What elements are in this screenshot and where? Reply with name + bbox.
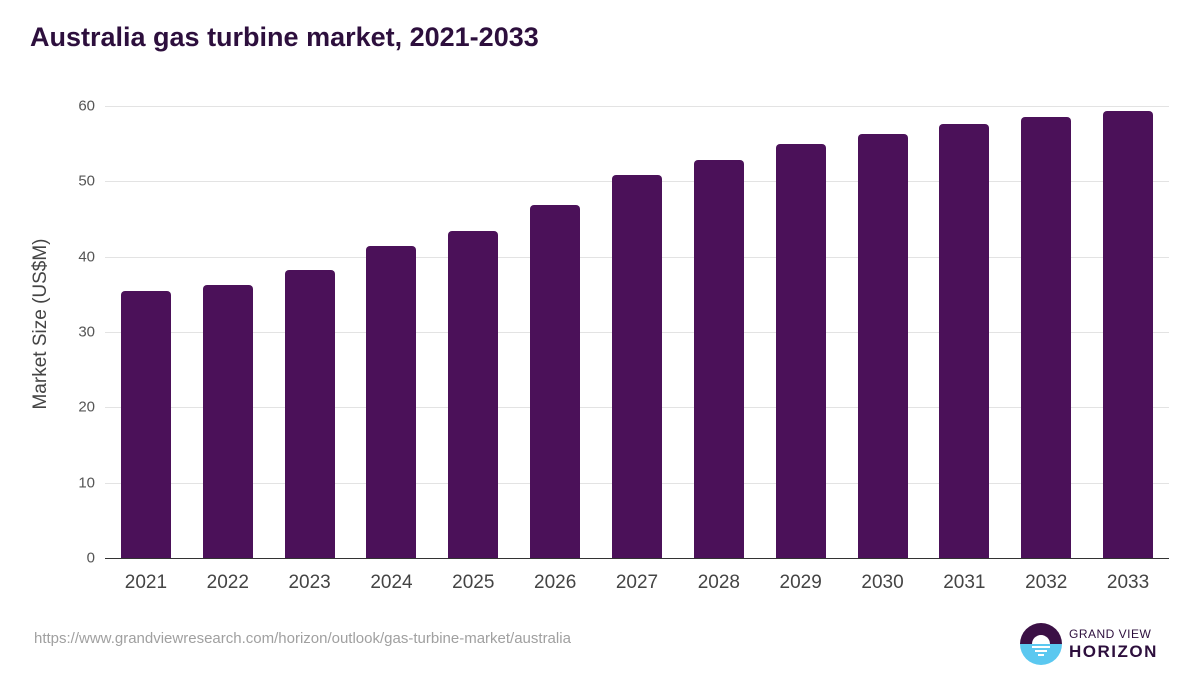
bar-2024[interactable] (366, 246, 417, 558)
x-tick-label: 2022 (206, 572, 249, 593)
x-tick-label: 2021 (124, 572, 168, 593)
bar-2027[interactable] (612, 174, 662, 558)
bar-2030[interactable] (857, 133, 908, 558)
x-tick-label: 2031 (943, 572, 986, 593)
logo-line1: GRAND VIEW (1069, 627, 1152, 641)
x-tick-label: 2026 (534, 572, 577, 593)
x-tick-label: 2028 (697, 572, 740, 593)
gridline (105, 106, 1169, 107)
bar-2026[interactable] (530, 204, 581, 558)
x-tick-label: 2033 (1106, 572, 1150, 593)
y-tick-label: 50 (78, 172, 95, 190)
x-tick-label: 2024 (370, 572, 413, 593)
horizon-sun-icon (1020, 623, 1062, 665)
y-tick-label: 40 (78, 248, 95, 266)
y-tick-label: 10 (78, 474, 95, 492)
bar-2023[interactable] (284, 270, 335, 558)
grand-view-horizon-logo: GRAND VIEW HORIZON (1020, 623, 1158, 665)
chart-title: Australia gas turbine market, 2021-2033 (30, 22, 539, 52)
x-tick-label: 2032 (1025, 572, 1068, 593)
bar-2031[interactable] (939, 124, 990, 558)
bar-2033[interactable] (1103, 110, 1154, 558)
bar-2029[interactable] (775, 144, 826, 558)
x-tick-label: 2025 (452, 572, 495, 593)
y-tick-label: 20 (78, 398, 95, 416)
bar-2022[interactable] (202, 284, 253, 558)
bar-2032[interactable] (1021, 116, 1072, 558)
plot-area: 0 10 20 30 40 50 60 2021 2022 2023 2024 2025 2026 202… (78, 98, 1169, 593)
y-tick-label: 60 (78, 97, 95, 115)
y-tick-label: 30 (78, 323, 95, 341)
logo-line2: HORIZON (1069, 642, 1158, 661)
x-tick-label: 2027 (615, 572, 659, 593)
bar-2025[interactable] (448, 231, 499, 558)
bar-2021[interactable] (120, 291, 171, 558)
x-tick-label: 2029 (779, 572, 822, 593)
x-tick-label: 2030 (861, 572, 904, 593)
x-axis-line (105, 558, 1169, 559)
y-tick-label: 0 (86, 549, 95, 567)
x-tick-label: 2023 (288, 572, 331, 593)
source-url: https://www.grandviewresearch.com/horizo… (34, 630, 571, 647)
bar-2028[interactable] (693, 159, 744, 558)
